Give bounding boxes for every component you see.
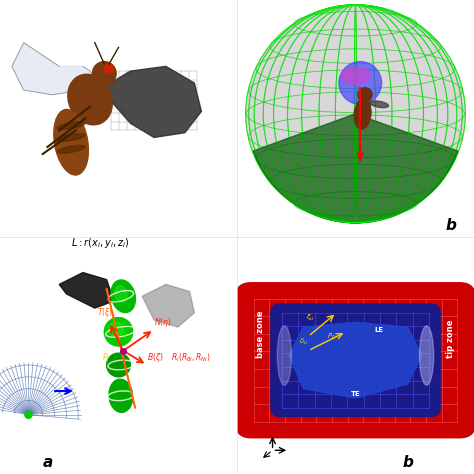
Text: $\xi_u$: $\xi_u$ <box>306 313 315 323</box>
Ellipse shape <box>109 322 123 337</box>
Text: b: b <box>446 218 456 233</box>
Text: $L: r(x_i, y_i, z_i)$: $L: r(x_i, y_i, z_i)$ <box>71 237 129 250</box>
Ellipse shape <box>370 101 389 108</box>
Polygon shape <box>253 114 458 223</box>
Ellipse shape <box>115 286 127 302</box>
Text: tip zone: tip zone <box>446 319 455 357</box>
Text: $P_i$: $P_i$ <box>102 351 110 364</box>
Ellipse shape <box>57 134 85 141</box>
Circle shape <box>104 64 114 73</box>
Circle shape <box>92 62 116 85</box>
Text: LE: LE <box>374 327 383 333</box>
Ellipse shape <box>111 280 136 312</box>
Ellipse shape <box>341 67 370 84</box>
Circle shape <box>25 411 32 419</box>
Ellipse shape <box>57 146 85 153</box>
Text: a: a <box>43 455 53 470</box>
Ellipse shape <box>277 326 292 385</box>
Text: $N(\eta)$: $N(\eta)$ <box>154 316 172 328</box>
Circle shape <box>358 88 372 102</box>
Text: base zone: base zone <box>256 310 265 357</box>
Ellipse shape <box>68 74 112 125</box>
Ellipse shape <box>354 99 371 129</box>
Polygon shape <box>289 322 422 398</box>
Ellipse shape <box>419 326 434 385</box>
Text: $R_i(R_{Bi}, R_{Ni})$: $R_i(R_{Bi}, R_{Ni})$ <box>171 351 210 364</box>
Ellipse shape <box>104 318 133 346</box>
Ellipse shape <box>109 379 133 412</box>
Text: $B(\zeta)$: $B(\zeta)$ <box>147 351 164 364</box>
Circle shape <box>339 62 382 104</box>
Text: wing zone: wing zone <box>331 270 380 279</box>
Ellipse shape <box>54 109 89 175</box>
Polygon shape <box>142 284 194 327</box>
Ellipse shape <box>57 122 85 129</box>
Text: b: b <box>403 455 414 470</box>
Text: $T(\xi)$: $T(\xi)$ <box>97 306 113 319</box>
Polygon shape <box>59 273 114 308</box>
Polygon shape <box>107 66 201 137</box>
Circle shape <box>246 5 465 223</box>
Polygon shape <box>12 43 95 95</box>
FancyBboxPatch shape <box>235 282 474 438</box>
Text: $\delta_u$: $\delta_u$ <box>299 337 308 347</box>
FancyBboxPatch shape <box>270 303 441 417</box>
Ellipse shape <box>107 353 130 377</box>
Text: $P_0$: $P_0$ <box>327 332 336 342</box>
Text: TE: TE <box>351 391 360 397</box>
